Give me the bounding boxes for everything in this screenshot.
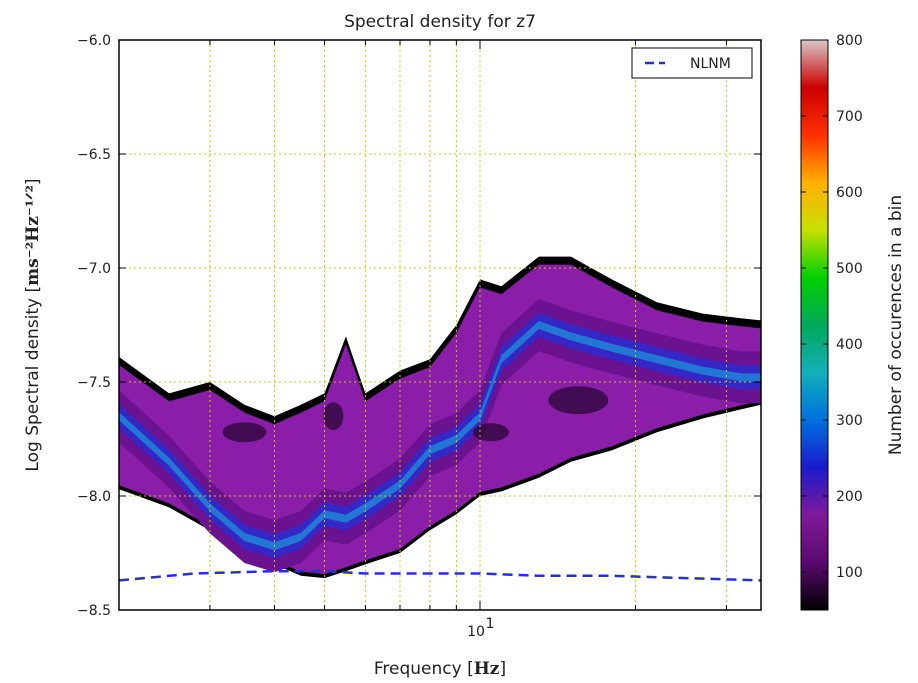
nlnm-line bbox=[119, 569, 761, 582]
colorbar-tick-label: 500 bbox=[836, 261, 863, 277]
colorbar-tick-label: 800 bbox=[836, 33, 863, 49]
y-tick-label: −7.0 bbox=[77, 261, 111, 277]
colorbar-label: Number of occurences in a bin bbox=[886, 195, 906, 455]
y-axis-title: Log Spectral density [ms⁻²Hz⁻¹ᐟ²] bbox=[23, 178, 43, 471]
nlnm-series bbox=[119, 569, 761, 582]
y-axis-unit: ms⁻²Hz⁻¹ᐟ² bbox=[23, 185, 43, 286]
x-axis-label: Frequency bbox=[374, 659, 462, 679]
density-band-high bbox=[119, 313, 761, 559]
y-tick-label: −6.5 bbox=[77, 147, 111, 163]
colorbar-tick-label: 600 bbox=[836, 185, 863, 201]
colorbar-tick-label: 200 bbox=[836, 489, 863, 505]
x-axis: 10 1 bbox=[118, 40, 727, 640]
colorbar-tick-label: 100 bbox=[836, 565, 863, 581]
y-axis: −8.5 −8.0 −7.5 −7.0 −6.5 −6.0 bbox=[77, 33, 761, 619]
chart-title: Spectral density for z7 bbox=[344, 12, 536, 32]
density-heatmap bbox=[119, 256, 761, 579]
x-axis-unit: Hz bbox=[474, 659, 500, 679]
density-low-region bbox=[472, 423, 509, 442]
legend-nlnm-label: NLNM bbox=[690, 56, 731, 72]
x-axis-title: Frequency [Hz] bbox=[374, 659, 506, 679]
colorbar-tick-label: 700 bbox=[836, 109, 863, 125]
y-tick-label: −6.0 bbox=[77, 33, 111, 49]
y-tick-label: −8.0 bbox=[77, 489, 111, 505]
colorbar-tick-label: 400 bbox=[836, 337, 863, 353]
plot-area bbox=[118, 39, 762, 611]
colorbar-gradient bbox=[800, 39, 829, 611]
colorbar-tick-label: 300 bbox=[836, 413, 863, 429]
y-axis-label: Log Spectral density bbox=[23, 298, 43, 472]
y-tick-label: −7.5 bbox=[77, 375, 111, 391]
colorbar: 100 200 300 400 500 600 700 800 Number of occur… bbox=[800, 33, 906, 611]
x-tick-label: 10 bbox=[467, 624, 485, 640]
y-tick-label: −8.5 bbox=[77, 603, 111, 619]
density-low-region bbox=[548, 386, 609, 415]
density-low-region bbox=[323, 402, 344, 431]
plot-frame bbox=[118, 39, 762, 611]
colorbar-ticks: 100 200 300 400 500 600 700 800 bbox=[801, 33, 863, 581]
x-tick-label-exponent: 1 bbox=[486, 616, 495, 632]
density-low-region bbox=[222, 422, 267, 443]
legend: NLNM bbox=[631, 47, 753, 79]
